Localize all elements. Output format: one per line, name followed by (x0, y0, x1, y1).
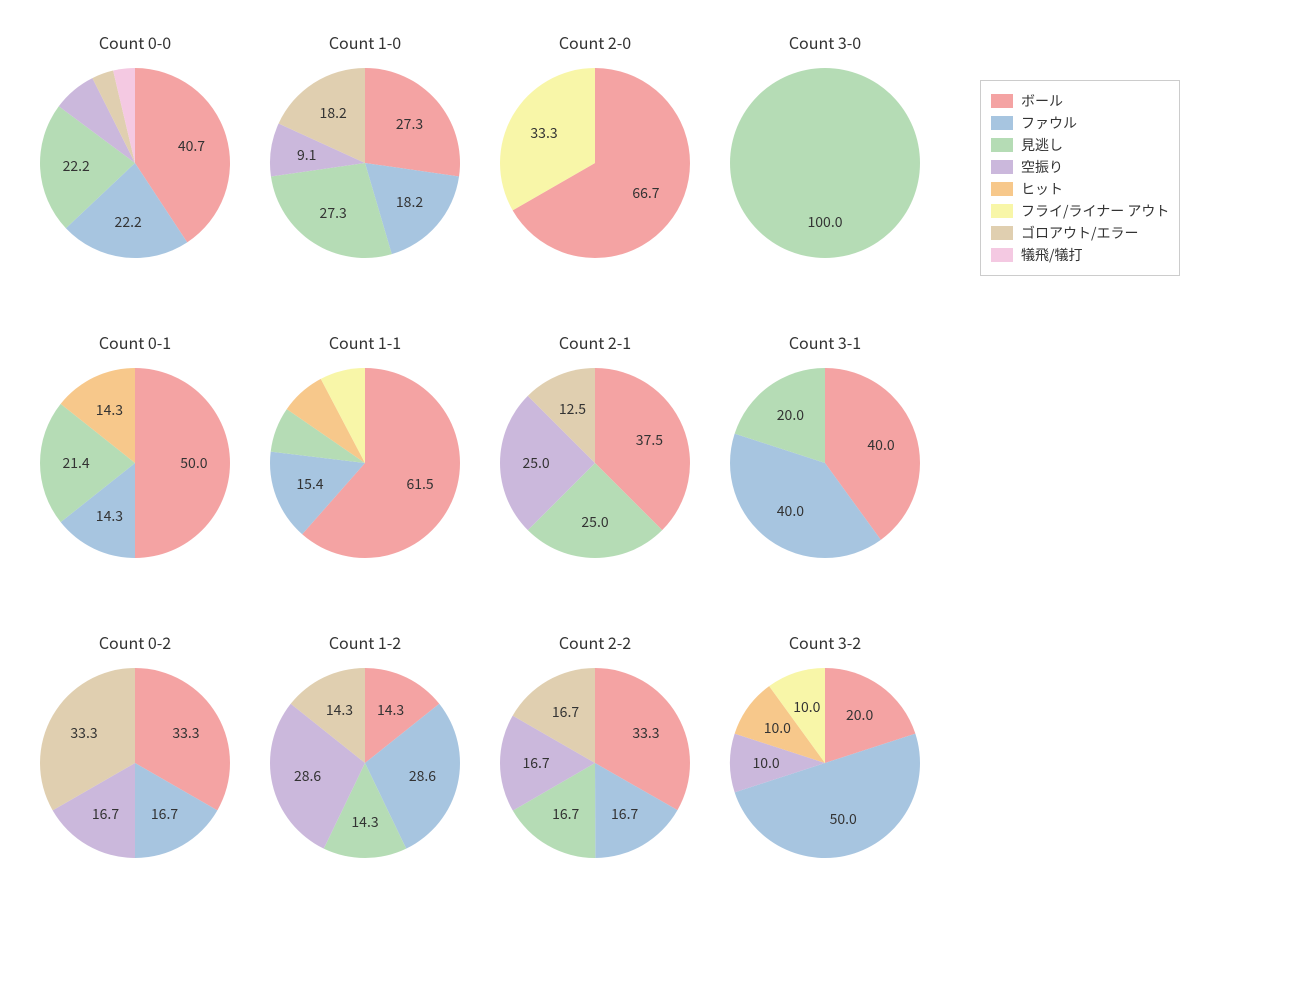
pie-chart (30, 658, 240, 868)
pie-panel: Count 0-1 50.014.321.414.3 (30, 330, 240, 590)
panel-title: Count 3-2 (720, 630, 930, 654)
pie-panel: Count 3-1 40.040.020.0 (720, 330, 930, 590)
legend: ボールファウル見逃し空振りヒットフライ/ライナー アウトゴロアウト/エラー犠飛/… (980, 80, 1180, 276)
legend-swatch (991, 94, 1013, 108)
pie-chart (30, 358, 240, 568)
pie-panel: Count 2-0 66.733.3 (490, 30, 700, 290)
panel-title: Count 3-0 (720, 30, 930, 54)
legend-label: フライ/ライナー アウト (1021, 201, 1169, 221)
panel-title: Count 1-1 (260, 330, 470, 354)
pie-wrap: 33.316.716.716.716.7 (490, 658, 700, 868)
legend-item: 空振り (991, 157, 1169, 177)
pie-slice (730, 68, 920, 258)
pie-panel: Count 0-2 33.316.716.733.3 (30, 630, 240, 890)
pie-wrap: 66.733.3 (490, 58, 700, 268)
pie-wrap: 20.050.010.010.010.0 (720, 658, 930, 868)
legend-item: ヒット (991, 179, 1169, 199)
legend-swatch (991, 160, 1013, 174)
panel-title: Count 1-2 (260, 630, 470, 654)
pie-chart (490, 658, 700, 868)
legend-swatch (991, 182, 1013, 196)
panel-title: Count 2-1 (490, 330, 700, 354)
pie-wrap: 100.0 (720, 58, 930, 268)
panel-title: Count 3-1 (720, 330, 930, 354)
pie-panel: Count 3-0 100.0 (720, 30, 930, 290)
pie-chart (720, 358, 930, 568)
legend-item: 犠飛/犠打 (991, 245, 1169, 265)
legend-label: 見逃し (1021, 135, 1063, 155)
pie-wrap: 40.040.020.0 (720, 358, 930, 568)
pie-chart (490, 358, 700, 568)
panel-title: Count 2-0 (490, 30, 700, 54)
pie-wrap: 14.328.614.328.614.3 (260, 658, 470, 868)
panel-title: Count 0-0 (30, 30, 240, 54)
legend-item: ファウル (991, 113, 1169, 133)
panel-title: Count 2-2 (490, 630, 700, 654)
legend-item: ボール (991, 91, 1169, 111)
pie-slice (365, 68, 460, 177)
pie-panel: Count 3-2 20.050.010.010.010.0 (720, 630, 930, 890)
panel-title: Count 1-0 (260, 30, 470, 54)
legend-swatch (991, 248, 1013, 262)
pie-wrap: 37.525.025.012.5 (490, 358, 700, 568)
legend-swatch (991, 226, 1013, 240)
pie-wrap: 40.722.222.2 (30, 58, 240, 268)
legend-item: ゴロアウト/エラー (991, 223, 1169, 243)
pie-chart (260, 658, 470, 868)
legend-label: ゴロアウト/エラー (1021, 223, 1139, 243)
pie-panel: Count 0-0 40.722.222.2 (30, 30, 240, 290)
panel-title: Count 0-1 (30, 330, 240, 354)
pie-chart (30, 58, 240, 268)
legend-item: フライ/ライナー アウト (991, 201, 1169, 221)
pie-panel: Count 1-0 27.318.227.39.118.2 (260, 30, 470, 290)
legend-label: 空振り (1021, 157, 1063, 177)
pie-wrap: 61.515.4 (260, 358, 470, 568)
legend-swatch (991, 204, 1013, 218)
legend-label: ボール (1021, 91, 1063, 111)
chart-grid: Count 0-0 40.722.222.2 Count 1-0 27.318.227… (0, 0, 1300, 1000)
pie-wrap: 50.014.321.414.3 (30, 358, 240, 568)
pie-slice (135, 368, 230, 558)
pie-wrap: 33.316.716.733.3 (30, 658, 240, 868)
legend-swatch (991, 138, 1013, 152)
pie-panel: Count 2-1 37.525.025.012.5 (490, 330, 700, 590)
pie-chart (260, 58, 470, 268)
pie-chart (720, 58, 930, 268)
legend-label: 犠飛/犠打 (1021, 245, 1083, 265)
legend-label: ヒット (1021, 179, 1063, 199)
pie-chart (260, 358, 470, 568)
pie-chart (490, 58, 700, 268)
pie-chart (720, 658, 930, 868)
legend-label: ファウル (1021, 113, 1077, 133)
pie-panel: Count 1-1 61.515.4 (260, 330, 470, 590)
legend-item: 見逃し (991, 135, 1169, 155)
pie-wrap: 27.318.227.39.118.2 (260, 58, 470, 268)
pie-panel: Count 1-2 14.328.614.328.614.3 (260, 630, 470, 890)
legend-swatch (991, 116, 1013, 130)
panel-title: Count 0-2 (30, 630, 240, 654)
pie-panel: Count 2-2 33.316.716.716.716.7 (490, 630, 700, 890)
